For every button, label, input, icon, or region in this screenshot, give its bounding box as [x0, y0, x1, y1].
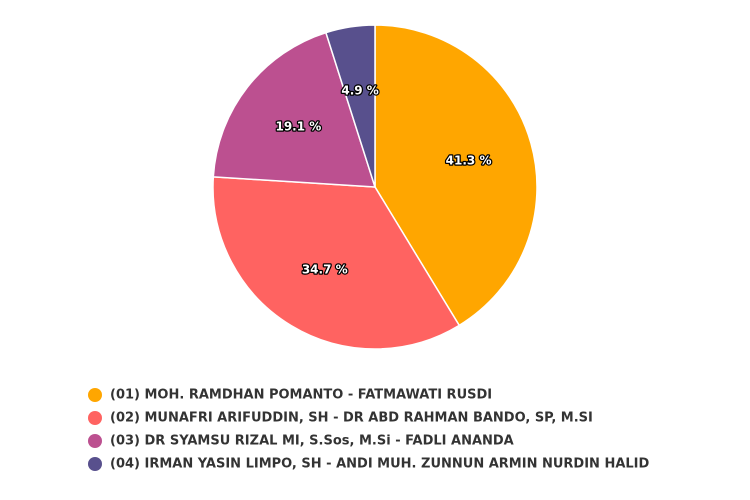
pie-slice: [324, 24, 376, 188]
pie-slice: [374, 24, 538, 327]
data-label: 41.3 %: [446, 153, 492, 167]
data-label: 34.7 %: [302, 263, 348, 277]
legend-marker: [88, 457, 102, 471]
pie-slice: [212, 176, 461, 350]
legend-marker: [88, 434, 102, 448]
legend-label: (01) MOH. RAMDHAN POMANTO - FATMAWATI RU…: [110, 388, 492, 403]
data-label: 4.9 %: [341, 83, 378, 97]
pie-slice: [212, 31, 377, 188]
legend-marker: [88, 411, 102, 425]
legend-label: (03) DR SYAMSU RIZAL MI, S.Sos, M.Si - F…: [110, 434, 514, 449]
legend-marker: [88, 388, 102, 402]
legend-label: (04) IRMAN YASIN LIMPO, SH - ANDI MUH. Z…: [110, 457, 650, 472]
legend-label: (02) MUNAFRI ARIFUDDIN, SH - DR ABD RAHM…: [110, 411, 593, 426]
data-label: 19.1 %: [275, 120, 321, 134]
